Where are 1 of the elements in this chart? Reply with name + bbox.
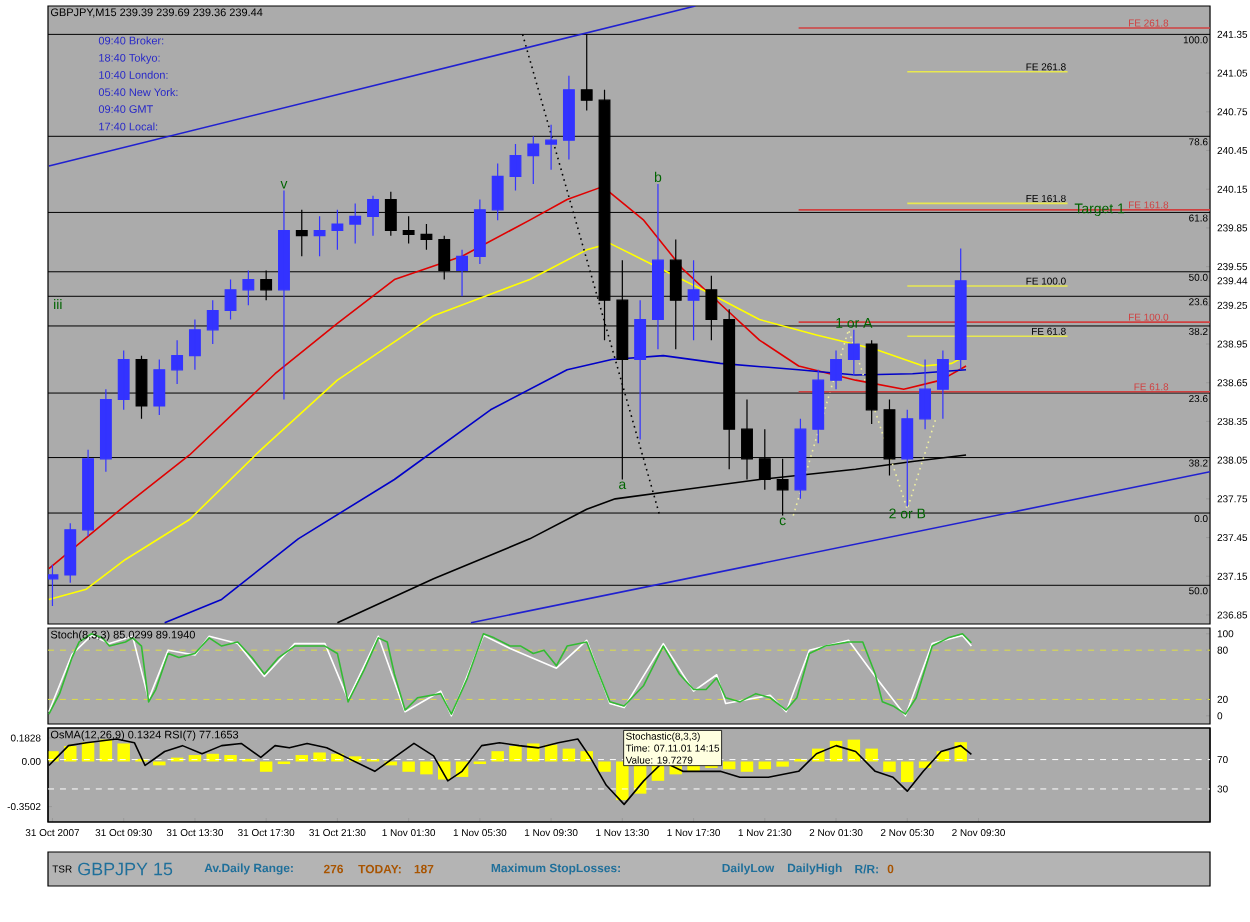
text: GBPJPY 15: [78, 862, 173, 876]
